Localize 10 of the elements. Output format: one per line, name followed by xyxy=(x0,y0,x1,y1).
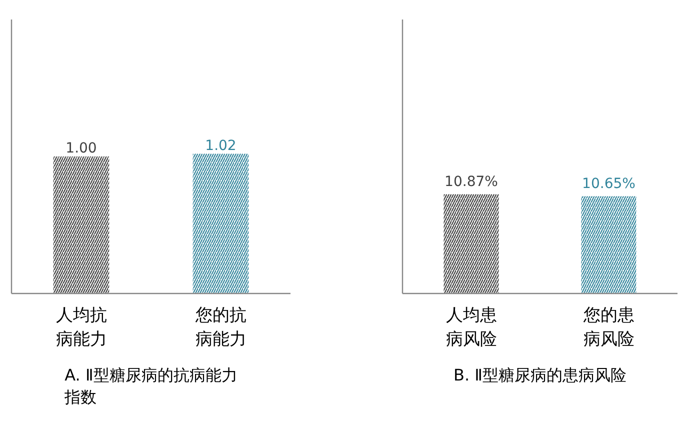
x-tick-label: 人均抗病能力 xyxy=(56,306,107,350)
data-label: 10.87% xyxy=(444,174,498,190)
x-tick-label: 您的抗病能力 xyxy=(194,306,246,350)
text: B. Ⅱ型糖尿病的患病风险 xyxy=(453,366,627,384)
text: A. Ⅱ型糖尿病的抗病能力指数 xyxy=(64,366,238,406)
x-tick-label: 您的患病风险 xyxy=(582,306,634,350)
data-label: 10.65% xyxy=(582,176,636,192)
data-label: 1.00 xyxy=(66,140,97,156)
data-label: 1.02 xyxy=(205,138,236,154)
x-tick-label: 人均患病风险 xyxy=(446,306,497,350)
